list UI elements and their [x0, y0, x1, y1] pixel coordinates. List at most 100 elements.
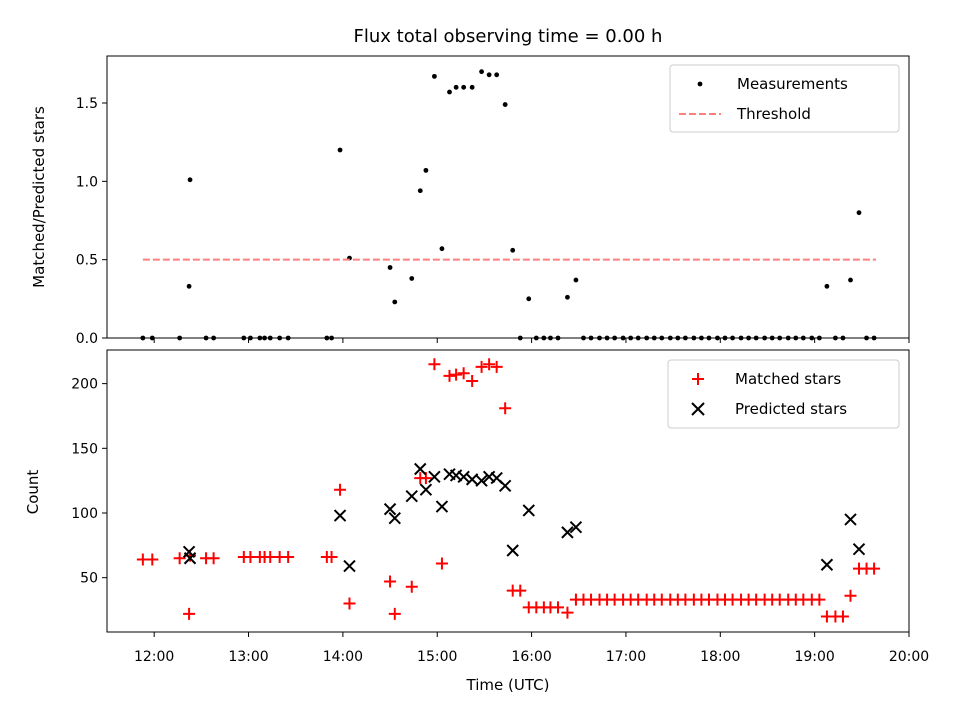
legend-predicted-label: Predicted stars: [735, 400, 847, 418]
predicted-star-point: [333, 509, 347, 522]
measurement-point: [439, 246, 445, 252]
bottom-axes-frame: [106, 349, 910, 633]
measurement-point: [824, 283, 830, 289]
bottom-y-tick-label: 100: [71, 506, 98, 522]
bottom-y-tick-label: 50: [80, 571, 98, 587]
matched-star-point: [428, 358, 441, 371]
matched-star-point: [561, 606, 574, 619]
measurement-point: [565, 294, 570, 300]
x-tick-label: 12:00: [134, 649, 174, 665]
bottom-panel: Count 50 100 150 200 12:00 13:00 14:00 15:00 16…: [24, 349, 929, 694]
measurement-point: [432, 73, 437, 79]
predicted-star-point: [498, 479, 512, 493]
x-tick-label: 19:00: [794, 649, 834, 665]
matched-star-point: [405, 580, 418, 593]
legend-matched-marker: [692, 373, 704, 385]
predicted-star-point: [820, 558, 834, 571]
bottom-y-axis: 50 100 150 200: [71, 377, 107, 587]
top-y-tick-label: 0.5: [76, 253, 98, 269]
matched-star-point: [207, 552, 220, 565]
predicted-star-point: [343, 559, 356, 573]
matched-star-point: [490, 360, 503, 373]
matched-star-point: [388, 607, 401, 620]
predicted-star-point: [183, 552, 197, 565]
measurement-point: [461, 84, 467, 90]
matched-star-point: [173, 552, 186, 565]
top-y-tick-label: 0.0: [76, 331, 98, 347]
top-y-tick-label: 1.5: [76, 96, 98, 112]
predicted-star-point: [506, 544, 519, 557]
bottom-y-tick-label: 200: [71, 377, 98, 393]
x-tick-label: 14:00: [323, 649, 363, 665]
predicted-star-point: [419, 483, 433, 496]
bottom-y-axis-label: Count: [24, 470, 42, 515]
bottom-legend: Matched stars Predicted stars: [667, 359, 900, 429]
matched-star-point: [343, 597, 356, 610]
measurement-point: [447, 89, 452, 95]
measurement-point: [337, 147, 343, 153]
matched-star-point: [457, 367, 470, 380]
x-tick-label: 13:00: [228, 649, 268, 665]
predicted-star-point: [569, 521, 583, 534]
legend-measurements-label: Measurements: [737, 75, 848, 93]
predicted-star-point: [405, 489, 418, 503]
x-axis-label: Time (UTC): [466, 676, 550, 694]
top-y-tick-label: 1.0: [76, 174, 98, 190]
predicted-star-point: [457, 470, 470, 483]
matched-star-point: [552, 601, 565, 614]
measurement-point: [417, 188, 423, 194]
matched-star-point: [450, 368, 463, 381]
top-y-axis-label: Matched/Predicted stars: [30, 106, 48, 288]
matched-star-point: [334, 483, 347, 496]
x-tick-label: 20:00: [889, 649, 929, 665]
x-tick-label: 17:00: [606, 649, 646, 665]
matched-star-point: [483, 358, 496, 371]
measurement-point: [186, 283, 192, 289]
measurement-point: [187, 177, 193, 183]
matched-star-point: [282, 550, 295, 563]
matched-star-point: [836, 610, 849, 623]
matched-star-point: [466, 375, 479, 388]
predicted-star-point: [414, 462, 427, 476]
predicted-star-point: [852, 543, 866, 556]
predicted-star-point: [428, 470, 441, 483]
bottom-plot-area: [136, 358, 881, 623]
predicted-star-point: [561, 526, 574, 539]
measurement-point: [392, 299, 398, 305]
measurement-point: [409, 276, 415, 281]
measurement-point: [502, 102, 508, 107]
matched-star-point: [183, 607, 196, 620]
top-legend: Measurements Threshold: [669, 64, 900, 133]
matched-star-point: [844, 589, 857, 602]
x-tick-label: 18:00: [700, 649, 740, 665]
measurement-point: [479, 69, 484, 75]
measurement-point: [494, 72, 500, 78]
bottom-y-tick-label: 150: [71, 441, 98, 457]
measurement-point: [573, 277, 579, 283]
measurement-point: [486, 72, 492, 78]
measurement-point: [423, 167, 429, 173]
matched-star-point: [435, 557, 448, 570]
top-legend-box: [669, 64, 900, 133]
top-y-axis: 0.0 0.5 1.0 1.5: [76, 96, 107, 347]
predicted-star-point: [522, 504, 535, 517]
predicted-star-point: [388, 511, 401, 525]
x-tick-label: 15:00: [417, 649, 457, 665]
matched-star-point: [475, 360, 488, 373]
legend-matched-label: Matched stars: [735, 370, 841, 388]
matched-star-point: [514, 584, 527, 597]
x-tick-label: 16:00: [511, 649, 551, 665]
predicted-star-point: [435, 500, 449, 513]
matched-star-point: [384, 575, 397, 588]
measurement-point: [526, 296, 532, 302]
predicted-star-point: [844, 513, 857, 526]
legend-threshold-label: Threshold: [736, 105, 811, 123]
bottom-x-axis: 12:00 13:00 14:00 15:00 16:00 17:00 18:00 19:00…: [134, 632, 929, 665]
top-axes-frame: [106, 55, 910, 339]
predicted-star-point: [475, 474, 488, 487]
matched-star-point: [813, 593, 826, 606]
measurement-point: [453, 84, 459, 90]
legend-predicted-marker: [691, 402, 705, 416]
predicted-star-point: [383, 502, 397, 516]
